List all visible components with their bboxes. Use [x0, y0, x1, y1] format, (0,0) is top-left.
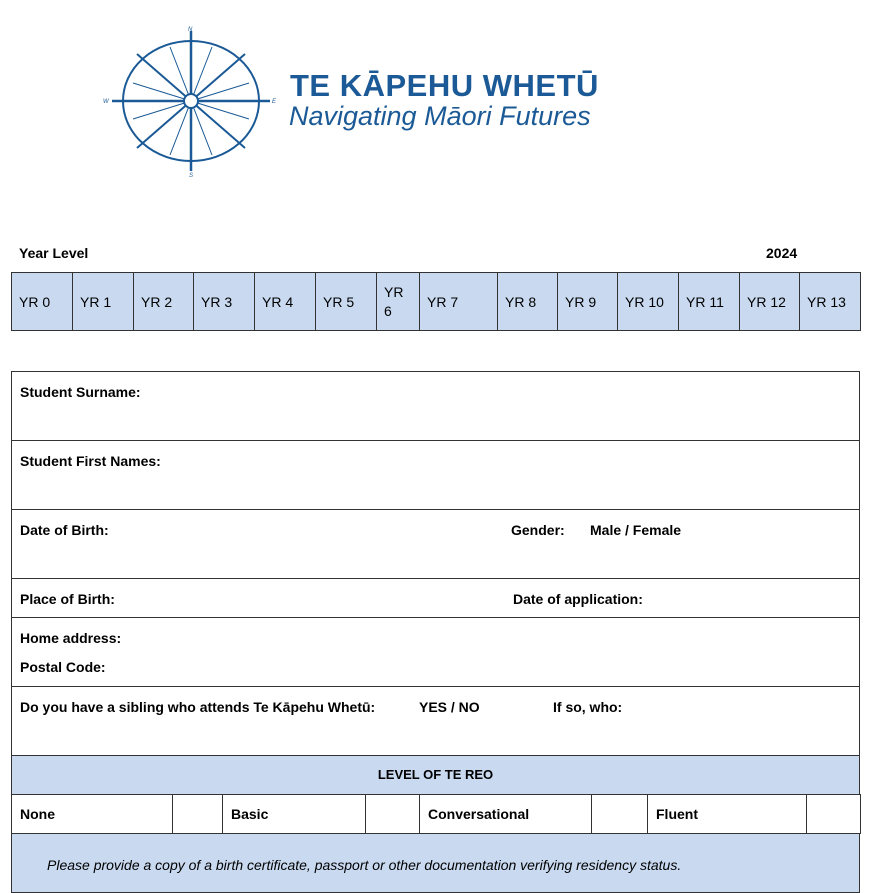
year-option[interactable]: YR 3	[193, 272, 255, 331]
year-option[interactable]: YR 10	[617, 272, 679, 331]
first-names-label: Student First Names:	[20, 453, 161, 469]
logo-subtitle: Navigating Māori Futures	[289, 101, 591, 131]
compass-w: W	[103, 99, 110, 105]
gender-options[interactable]: Male / Female	[590, 522, 682, 538]
te-reo-level-label: None	[11, 794, 173, 834]
year-label: 2024	[766, 245, 798, 261]
te-reo-level-label: Conversational	[419, 794, 592, 834]
year-level-label: Year Level	[19, 245, 89, 261]
te-reo-level-label: Fluent	[647, 794, 807, 834]
sibling-options[interactable]: YES / NO	[419, 699, 480, 715]
logo-title: TE KĀPEHU WHETŪ	[290, 68, 599, 103]
compass-n: N	[188, 27, 193, 33]
home-address-label: Home address:	[20, 630, 122, 646]
year-option[interactable]: YR 5	[315, 272, 377, 331]
year-option[interactable]: YR 0	[11, 272, 73, 331]
year-option[interactable]: YR 2	[133, 272, 194, 331]
gender-label: Gender:	[511, 522, 565, 538]
address-row[interactable]: Home address: Postal Code:	[11, 617, 860, 687]
dob-gender-row[interactable]: Date of Birth: Gender: Male / Female	[11, 509, 860, 579]
postal-code-label: Postal Code:	[20, 659, 106, 675]
date-of-application-label: Date of application:	[513, 591, 643, 607]
surname-field[interactable]: Student Surname:	[11, 371, 860, 441]
te-reo-checkbox[interactable]	[591, 794, 648, 834]
te-reo-checkbox[interactable]	[172, 794, 223, 834]
sibling-question: Do you have a sibling who attends Te Kāp…	[20, 699, 376, 715]
year-option[interactable]: YR 11	[678, 272, 740, 331]
year-option[interactable]: YR 13	[799, 272, 861, 331]
year-option[interactable]: YR 6	[376, 272, 420, 331]
year-option[interactable]: YR 8	[497, 272, 558, 331]
year-option[interactable]: YR 4	[254, 272, 316, 331]
year-option[interactable]: YR 1	[72, 272, 134, 331]
compass-s: S	[189, 173, 193, 179]
documentation-note-box: Please provide a copy of a birth certifi…	[11, 833, 860, 893]
place-of-birth-label: Place of Birth:	[20, 591, 115, 607]
sibling-who-label: If so, who:	[553, 699, 623, 715]
year-option[interactable]: YR 12	[739, 272, 800, 331]
surname-label: Student Surname:	[20, 384, 141, 400]
year-option[interactable]: YR 9	[557, 272, 618, 331]
dob-label: Date of Birth:	[20, 522, 109, 538]
te-reo-checkbox[interactable]	[806, 794, 861, 834]
birthplace-row[interactable]: Place of Birth: Date of application:	[11, 578, 860, 618]
compass-logo-icon: N S E W	[103, 27, 277, 179]
year-option[interactable]: YR 7	[419, 272, 498, 331]
te-reo-checkbox[interactable]	[365, 794, 420, 834]
first-names-field[interactable]: Student First Names:	[11, 440, 860, 510]
documentation-note: Please provide a copy of a birth certifi…	[47, 857, 682, 873]
te-reo-heading: LEVEL OF TE REO	[11, 755, 860, 795]
te-reo-level-label: Basic	[222, 794, 366, 834]
sibling-row[interactable]: Do you have a sibling who attends Te Kāp…	[11, 686, 860, 756]
compass-e: E	[272, 99, 277, 105]
